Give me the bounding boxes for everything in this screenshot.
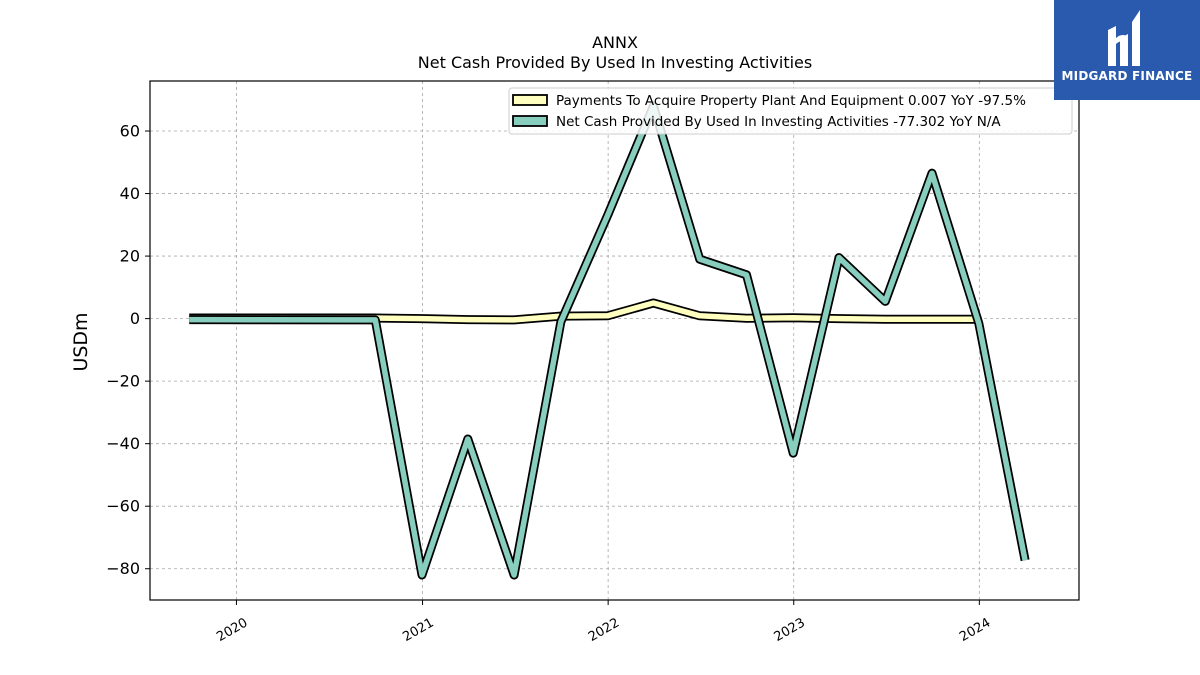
y-tick-label: 40 [120, 184, 140, 203]
series-1 [189, 298, 979, 325]
legend-label-1: Payments To Acquire Property Plant And E… [556, 93, 1026, 109]
y-axis: −80 −60 −40 −20 0 20 40 60 [106, 122, 150, 578]
y-tick-label: 20 [120, 247, 140, 266]
x-tick-label: 2023 [772, 615, 808, 645]
chart-title: ANNX [592, 33, 638, 52]
brand-name: MIDGARD FINANCE [1061, 69, 1193, 83]
y-tick-label: −40 [106, 434, 140, 453]
grid-lines [150, 81, 1079, 600]
brand-logo: MIDGARD FINANCE [1054, 0, 1200, 100]
x-axis: 2020 2021 2022 2023 2024 [214, 600, 993, 645]
x-tick-label: 2024 [957, 615, 993, 645]
legend-swatch-1 [512, 94, 548, 106]
x-tick-label: 2020 [214, 615, 250, 645]
x-tick-label: 2022 [586, 615, 622, 645]
series-2-line [189, 103, 1028, 578]
legend-label-2: Net Cash Provided By Used In Investing A… [556, 114, 1001, 130]
legend: Payments To Acquire Property Plant And E… [508, 87, 1073, 135]
series-layer [189, 101, 1030, 580]
chart-subtitle: Net Cash Provided By Used In Investing A… [418, 53, 812, 72]
plot-frame [149, 80, 1080, 601]
midgard-logo-icon [1108, 10, 1140, 66]
y-tick-label: −60 [106, 497, 140, 516]
y-tick-label: 60 [120, 122, 140, 141]
legend-swatch-2 [512, 115, 548, 127]
series-2-outline [189, 101, 1030, 580]
y-tick-label: −80 [106, 559, 140, 578]
y-tick-label: −20 [106, 372, 140, 391]
series-1-line [189, 300, 979, 323]
y-tick-label: 0 [130, 309, 140, 328]
legend-box [508, 87, 1073, 135]
x-tick-label: 2021 [400, 615, 436, 645]
series-2 [189, 101, 1030, 580]
y-axis-label: USDm [70, 312, 92, 371]
